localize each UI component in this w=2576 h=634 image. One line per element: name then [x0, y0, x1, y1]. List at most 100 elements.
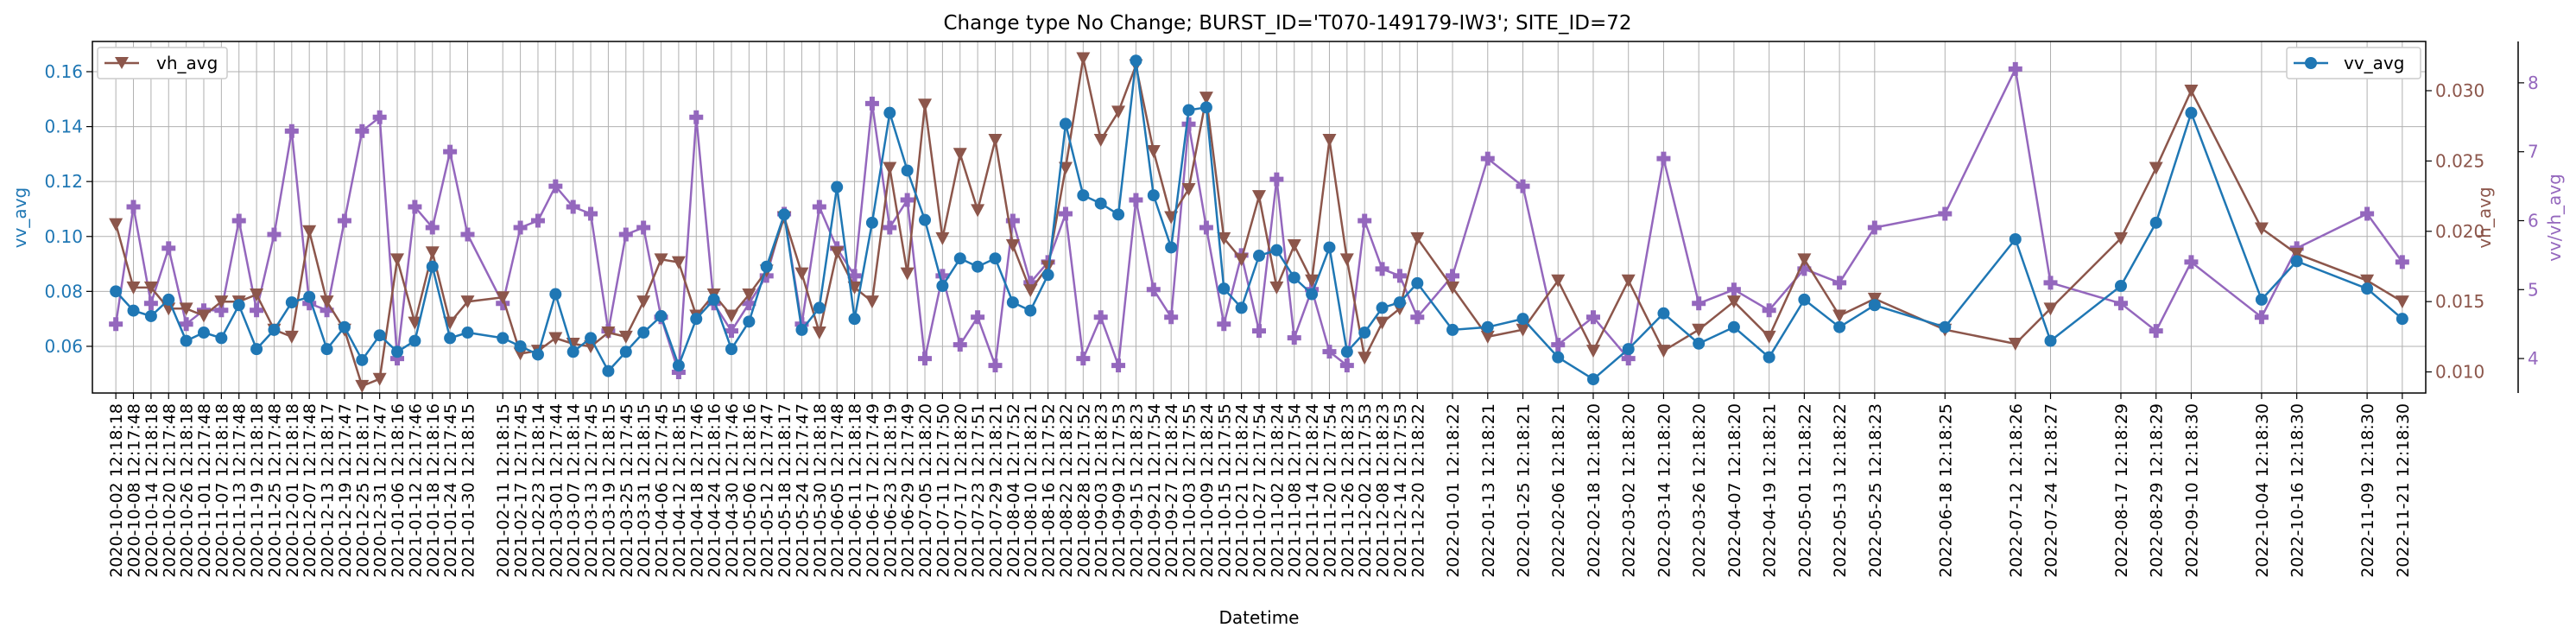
- legend-vv: vv_avg: [2286, 47, 2421, 79]
- x-tick-label: 2022-11-09 12:18:30: [2358, 403, 2377, 578]
- data-point: [2395, 295, 2409, 309]
- data-point: [110, 285, 123, 298]
- x-tick-label: 2021-12-14 12:17:53: [1391, 403, 1410, 578]
- data-point: [672, 359, 685, 372]
- x-tick-label: 2022-09-10 12:18:30: [2182, 403, 2201, 578]
- data-point: [794, 267, 809, 281]
- data-point: [1393, 296, 1406, 309]
- data-point: [355, 379, 370, 393]
- data-point: [1217, 231, 1231, 245]
- data-point: [1410, 231, 1425, 245]
- ratio-axis: 4 5 6 7 8: [2518, 73, 2539, 369]
- x-tick-label: 2021-09-09 12:17:53: [1110, 403, 1129, 578]
- x-tick-label: 2021-03-19 12:18:15: [599, 403, 618, 578]
- data-point: [778, 208, 791, 221]
- data-point: [408, 200, 422, 214]
- x-tick-label: 2021-11-14 12:18:24: [1303, 403, 1322, 578]
- x-tick-label: 2022-05-01 12:18:22: [1795, 403, 1814, 578]
- data-point: [848, 313, 861, 326]
- data-point: [2043, 276, 2058, 290]
- data-point: [813, 301, 826, 314]
- data-point: [1306, 288, 1319, 301]
- x-tick-label: 2021-11-02 12:18:24: [1268, 403, 1287, 578]
- data-point: [1551, 274, 1566, 288]
- data-point: [1358, 352, 1372, 365]
- data-point: [725, 343, 737, 356]
- data-point: [918, 98, 933, 112]
- ratio-axis-label: vv/vh_avg: [2544, 174, 2565, 262]
- data-point: [1253, 250, 1265, 263]
- data-point: [865, 216, 878, 229]
- data-point: [1058, 162, 1073, 175]
- data-point: [1656, 345, 1671, 358]
- data-point: [1622, 343, 1635, 356]
- data-point: [2185, 106, 2198, 119]
- data-point: [2149, 216, 2162, 229]
- data-point: [2395, 255, 2409, 269]
- data-point: [953, 148, 967, 162]
- data-point: [268, 323, 281, 336]
- data-point: [1252, 190, 1266, 204]
- data-point: [1269, 172, 1284, 187]
- data-point: [285, 296, 298, 309]
- x-tick-label: 2021-04-18 12:17:46: [687, 403, 706, 578]
- data-point: [971, 310, 985, 325]
- vv-tick-label: 0.06: [44, 336, 83, 357]
- x-tick-label: 2020-10-14 12:18:18: [142, 403, 161, 578]
- x-tick-label: 2022-05-13 12:18:22: [1831, 403, 1850, 578]
- chart-title: Change type No Change; BURST_ID='T070-14…: [944, 12, 1632, 35]
- data-point: [1938, 206, 1953, 221]
- data-point: [391, 346, 404, 358]
- data-point: [197, 327, 210, 339]
- data-point: [1480, 151, 1495, 166]
- data-point: [883, 162, 897, 175]
- data-point: [497, 332, 510, 345]
- data-point: [935, 231, 950, 245]
- data-point: [2043, 302, 2058, 316]
- x-tick-label: 2022-10-16 12:18:30: [2288, 403, 2307, 578]
- data-point: [1832, 276, 1847, 290]
- legend-vv-frame: [2286, 47, 2421, 79]
- x-tick-label: 2021-01-30 12:18:15: [459, 403, 478, 578]
- data-point: [1727, 320, 1740, 333]
- x-tick-label: 2021-07-23 12:17:51: [969, 403, 988, 578]
- data-point: [618, 227, 633, 242]
- data-point: [1832, 309, 1847, 323]
- data-point: [2254, 310, 2269, 325]
- data-point: [214, 295, 229, 309]
- data-point: [1164, 310, 1179, 325]
- data-point: [1199, 101, 1212, 114]
- ratio-tick-label: 7: [2528, 142, 2539, 162]
- data-point: [601, 326, 616, 339]
- x-tick-label: 2021-08-04 12:17:52: [1004, 403, 1023, 578]
- data-point: [513, 220, 528, 235]
- legend-vh-label: vh_avg: [156, 53, 218, 73]
- ratio-tick-label: 4: [2528, 348, 2539, 369]
- data-point: [760, 260, 773, 273]
- data-point: [2396, 313, 2408, 326]
- x-tick-label: 2021-06-05 12:17:48: [828, 403, 847, 578]
- data-point: [584, 206, 598, 221]
- data-point: [549, 288, 562, 301]
- x-tick-label: 2022-02-18 12:18:20: [1585, 403, 1604, 578]
- data-point: [742, 296, 756, 311]
- x-tick-label: 2021-02-23 12:18:14: [529, 403, 548, 578]
- grid: [92, 41, 2426, 393]
- x-tick-label: 2020-11-01 12:17:48: [195, 403, 214, 578]
- x-tick-label: 2022-08-29 12:18:29: [2148, 403, 2167, 578]
- x-tick-label: 2021-10-15 12:17:55: [1215, 403, 1234, 578]
- data-point: [1692, 296, 1706, 311]
- data-point: [530, 213, 545, 228]
- x-tick-label: 2022-05-25 12:18:23: [1866, 403, 1885, 578]
- data-point: [2254, 222, 2269, 236]
- x-tick-label: 2022-07-24 12:18:27: [2042, 403, 2061, 578]
- data-point: [989, 252, 1002, 265]
- x-tick-label: 2020-11-25 12:17:48: [265, 403, 284, 578]
- legend-vh: vh_avg: [97, 47, 228, 79]
- series-vv-vh-avg: [109, 61, 2409, 380]
- data-point: [1833, 320, 1846, 333]
- data-point: [1182, 104, 1195, 117]
- data-point: [1146, 144, 1161, 158]
- data-point: [1076, 52, 1091, 66]
